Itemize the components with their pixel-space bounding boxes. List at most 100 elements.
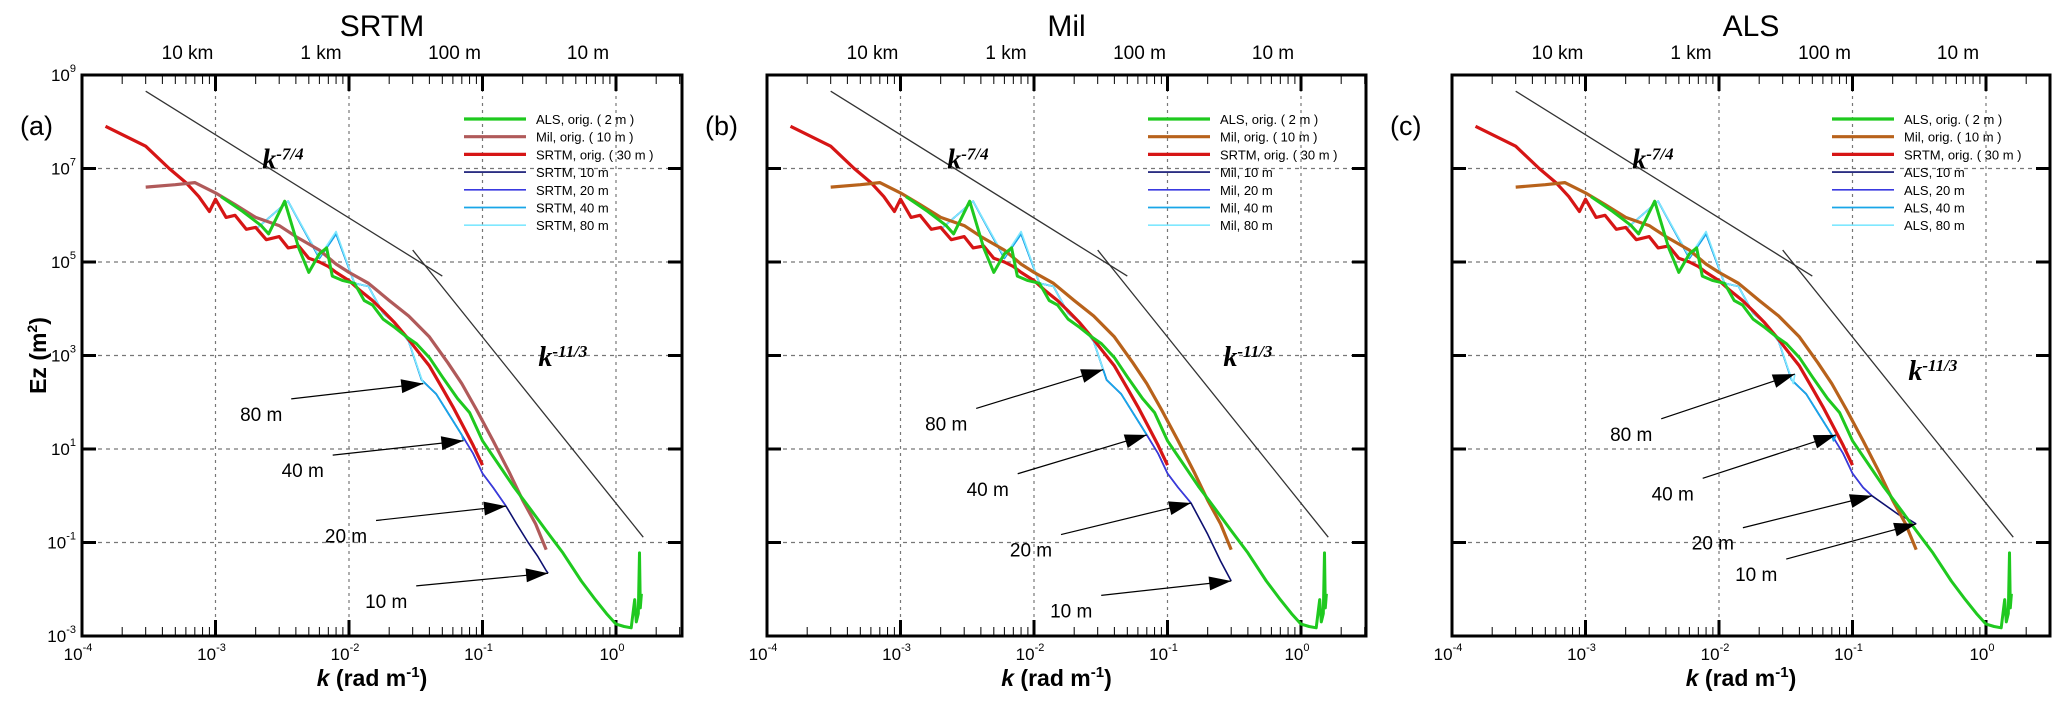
y-tick-label: 107 [51, 157, 76, 179]
annotation-arrow-head [483, 501, 507, 516]
slope-line-k74 [1515, 90, 1813, 277]
annotation-label: 80 m [1610, 425, 1652, 446]
top-axis-label: 100 m [1798, 43, 1851, 64]
top-axis-label: 10 km [1532, 43, 1584, 64]
top-axis-label: 10 m [1252, 43, 1294, 64]
annotation-label: 40 m [1652, 484, 1694, 505]
top-axis-label: 100 m [428, 43, 481, 64]
annotation-arrow-head [525, 568, 549, 583]
y-tick-label: 105 [51, 250, 76, 272]
y-axis-title: Ez (m2) [24, 317, 51, 394]
x-axis-title: k (rad m-1) [1686, 664, 1797, 691]
legend: ALS, orig. ( 2 m ) Mil, orig. ( 10 m ) SRT… [1832, 112, 2022, 233]
legend-entry: Mil, orig. ( 10 m ) [536, 130, 634, 145]
legend-entry: Mil, orig. ( 10 m ) [1220, 130, 1318, 145]
annotation-label: 40 m [967, 480, 1009, 501]
annotation-arrow-head [1893, 522, 1917, 537]
legend-entry: ALS, 40 m [1904, 201, 1965, 216]
annotation-arrow-line [1786, 523, 1917, 560]
x-tick-label: 100 [1969, 642, 1994, 664]
annotation-arrow-head [1123, 434, 1147, 448]
annotation-arrow-head [1080, 369, 1104, 383]
annotation-arrow-line [1017, 434, 1147, 475]
series-r40 [940, 200, 1148, 436]
x-tick-label: 10-1 [1834, 642, 1863, 664]
annotation-arrow-line [416, 572, 549, 587]
top-axis-label: 10 km [162, 43, 214, 64]
legend: ALS, orig. ( 2 m ) Mil, orig. ( 10 m ) SRT… [1148, 112, 1338, 233]
x-tick-label: 10-4 [749, 642, 778, 664]
annotation-arrow-head [400, 379, 424, 394]
legend-entry: ALS, orig. ( 2 m ) [536, 112, 634, 127]
legend-entry: Mil, 10 m [1220, 165, 1273, 180]
top-axis-label: 10 m [567, 43, 609, 64]
annotation-arrow-line [291, 383, 424, 400]
legend-entry: ALS, orig. ( 2 m ) [1904, 112, 2002, 127]
plot-frame [1450, 73, 2052, 638]
top-axis-label: 10 m [1937, 43, 1979, 64]
legend-entry: Mil, orig. ( 10 m ) [1904, 130, 2002, 145]
annotation-label: 20 m [1692, 534, 1734, 555]
annotation-label: 80 m [240, 405, 282, 426]
series-r40 [255, 200, 465, 442]
annotation-label: 20 m [1010, 541, 1052, 562]
legend-entry: SRTM, orig. ( 30 m ) [1220, 147, 1338, 162]
series-als-orig [905, 195, 1328, 630]
legend-entry: SRTM, 40 m [536, 201, 609, 216]
annotation-arrow-head [1771, 374, 1795, 388]
x-tick-label: 100 [1284, 642, 1309, 664]
series-mil-orig [1515, 181, 1918, 551]
x-axis-title: k (rad m-1) [317, 664, 428, 691]
plot-frame [80, 73, 684, 638]
x-tick-label: 10-3 [882, 642, 911, 664]
legend-entry: ALS, 80 m [1904, 218, 1965, 233]
legend-entry: ALS, 20 m [1904, 183, 1965, 198]
panel-letter: (c) [1390, 111, 1421, 141]
series-mil-orig [145, 181, 548, 551]
annotation-arrow-head [1167, 501, 1192, 515]
series-srtm-orig [1474, 124, 1854, 466]
x-tick-label: 10-1 [464, 642, 493, 664]
y-tick-label: 109 [51, 63, 76, 85]
annotation-label: 80 m [925, 414, 967, 435]
panel-c: ALS 10-4 10-3 10-2 10-1 100 10 km 1 km 100 m 10 m… [1390, 10, 2052, 691]
annotation-arrow-line [1060, 502, 1192, 536]
plot-area [1474, 90, 2014, 630]
legend-entry: Mil, 40 m [1220, 201, 1273, 216]
y-tick-label: 101 [51, 437, 76, 459]
series-r80 [1625, 200, 1796, 385]
panel-letter: (b) [705, 111, 738, 141]
x-tick-label: 10-3 [1567, 642, 1596, 664]
plot-frame [765, 73, 1368, 638]
y-tick-label: 10-1 [47, 531, 76, 553]
annotation-label: 10 m [1735, 565, 1777, 586]
x-tick-label: 10-2 [1016, 642, 1045, 664]
x-tick-label: 10-2 [1701, 642, 1730, 664]
series-als-orig [1590, 195, 2013, 630]
series-r10 [940, 200, 1232, 582]
x-tick-label: 100 [599, 642, 624, 664]
x-tick-label: 10-3 [197, 642, 226, 664]
slope-label-0: k-7/4 [1632, 145, 1673, 176]
legend-entry: SRTM, 20 m [536, 183, 609, 198]
legend-entry: SRTM, orig. ( 30 m ) [536, 147, 654, 162]
slope-label-0: k-7/4 [262, 145, 303, 176]
legend-entry: SRTM, 80 m [536, 218, 609, 233]
slope-line-k113 [1097, 249, 1329, 538]
panel-letter: (a) [20, 111, 53, 141]
plot-area [104, 90, 644, 630]
slope-line-k74 [145, 90, 443, 277]
top-axis-label: 1 km [300, 43, 341, 64]
annotation-arrow-line [1702, 434, 1837, 479]
slope-line-k113 [1782, 249, 2014, 538]
annotation-arrow-line [1661, 373, 1796, 420]
slope-label-1: k-11/3 [538, 342, 587, 373]
panel-b: Mil 10-4 10-3 10-2 10-1 100 10 km 1 km 100 m 10 m… [705, 10, 1368, 691]
annotation-arrow-line [976, 368, 1104, 409]
legend-entry: ALS, 10 m [1904, 165, 1965, 180]
series-als-orig [220, 195, 643, 630]
x-tick-label: 10-2 [331, 642, 360, 664]
top-axis-label: 10 km [847, 43, 899, 64]
